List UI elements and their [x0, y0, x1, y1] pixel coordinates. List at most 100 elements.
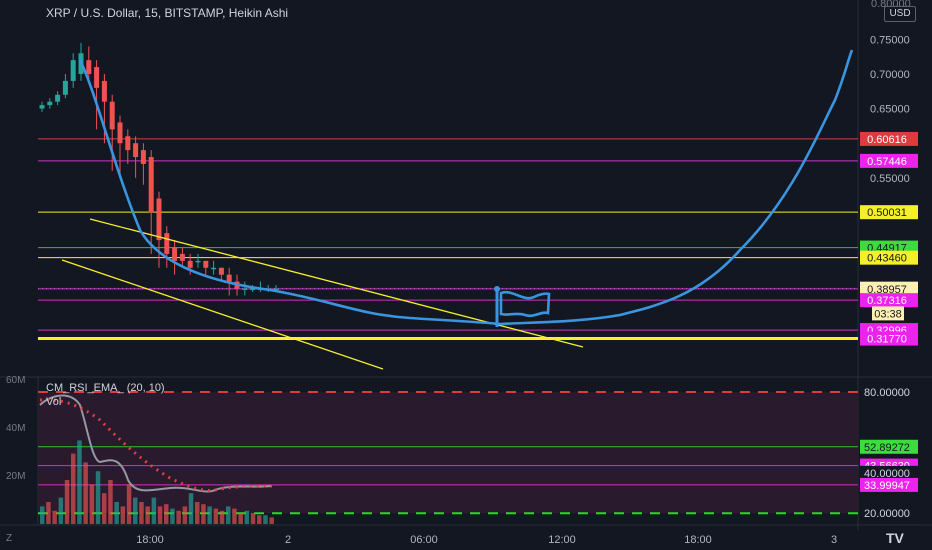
flag-icon [499, 290, 551, 317]
rsi-band [38, 392, 858, 514]
rsi-level-label: 40.00000 [864, 468, 910, 480]
volume-bar [71, 453, 76, 524]
volume-bar [52, 510, 57, 524]
volume-bar [269, 517, 274, 524]
volume-bar [95, 471, 101, 524]
level-label: 0.43460 [867, 253, 907, 265]
flag-knob [494, 286, 500, 292]
volume-bar [120, 506, 126, 524]
volume-bar [244, 510, 250, 524]
countdown-label: 03:38 [874, 308, 902, 320]
volume-bar [238, 513, 243, 524]
level-label: 0.50031 [867, 207, 907, 219]
volume-bar [195, 502, 200, 524]
tradingview-logo-icon: TV [886, 530, 904, 546]
level-badge [860, 205, 918, 220]
rsi-ema-line [39, 398, 273, 492]
timezone-button[interactable]: Z [6, 533, 13, 544]
time-tick: 06:00 [410, 534, 438, 546]
volume-bar [219, 510, 225, 524]
rsi-level-badge [860, 477, 918, 492]
candle-body [39, 105, 45, 109]
rsi-level-badge [860, 385, 918, 399]
candle-body [101, 80, 107, 102]
level-badge [860, 153, 918, 168]
rsi-level-badge [860, 439, 918, 454]
volume-bar [232, 508, 237, 524]
time-tick: 18:00 [684, 534, 712, 546]
candle-body [94, 67, 100, 88]
trendline-lower [61, 259, 384, 370]
volume-bar [114, 502, 119, 524]
volume-bar [226, 506, 231, 524]
rsi-level-badge [860, 506, 918, 521]
time-tick: 3 [831, 534, 837, 546]
volume-bar [126, 484, 132, 524]
volume-bar [176, 510, 181, 524]
ema-curve [78, 49, 854, 326]
volume-label[interactable]: Vol [46, 396, 62, 408]
volume-bar [83, 462, 88, 524]
trendline-upper [89, 218, 584, 348]
volume-bar [164, 504, 169, 524]
countdown-badge [872, 306, 904, 321]
indicator-label[interactable]: CM_RSI_EMA_ (20, 10) [46, 382, 165, 394]
volume-tick: 60M [6, 375, 25, 386]
candle-body [156, 198, 162, 241]
time-tick: 18:00 [136, 534, 164, 546]
candle-body [250, 288, 256, 291]
level-label: 0.60616 [867, 134, 907, 146]
candle-body [125, 136, 131, 151]
volume-bar [139, 502, 144, 524]
level-label: 0.37316 [867, 295, 907, 307]
volume-bar [170, 508, 175, 524]
candle-body [86, 60, 92, 74]
price-tick: 0.80000 [871, 0, 911, 10]
volume-bar [58, 497, 64, 524]
time-tick: 12:00 [548, 534, 576, 546]
rsi-level-label: 20.00000 [864, 508, 910, 520]
volume-bar [102, 493, 107, 524]
volume-bar [250, 513, 256, 524]
candle-body [226, 274, 232, 282]
volume-bar [77, 440, 82, 524]
candle-body [117, 122, 123, 144]
candle-body [211, 267, 217, 270]
volume-bar [46, 502, 51, 524]
rsi-level-label: 80.00000 [864, 387, 910, 399]
rsi-level-badge [860, 465, 918, 480]
candle-body [70, 60, 76, 81]
level-badge [860, 281, 918, 296]
volume-bar [157, 506, 163, 524]
volume-bar [64, 480, 70, 524]
currency-button[interactable]: USD [884, 6, 916, 22]
candle-body [164, 233, 170, 254]
price-tick: 0.75000 [870, 34, 910, 46]
level-badge [860, 331, 918, 346]
level-badge [860, 293, 918, 308]
rsi-level-label: 52.89272 [864, 442, 910, 454]
volume-bar [207, 506, 212, 524]
candle-body [140, 150, 146, 164]
volume-bar [133, 497, 138, 524]
volume-bar [145, 506, 150, 524]
volume-bar [201, 504, 206, 524]
candle-body [273, 288, 279, 291]
candle-body [187, 260, 193, 268]
candle-body [47, 101, 53, 106]
volume-bar [89, 484, 95, 524]
candle-body [148, 157, 154, 213]
candle-body [203, 260, 209, 268]
volume-bar [188, 493, 194, 524]
level-label: 0.57446 [867, 156, 907, 168]
volume-bar [213, 508, 219, 524]
level-badge [860, 131, 918, 146]
rsi-level-label: 33.99947 [864, 480, 910, 492]
level-label: 0.31770 [867, 334, 907, 346]
candle-body [55, 94, 61, 102]
volume-bar [182, 506, 188, 524]
time-tick: 2 [285, 534, 291, 546]
candle-body [62, 80, 68, 95]
candle-body [172, 247, 178, 261]
